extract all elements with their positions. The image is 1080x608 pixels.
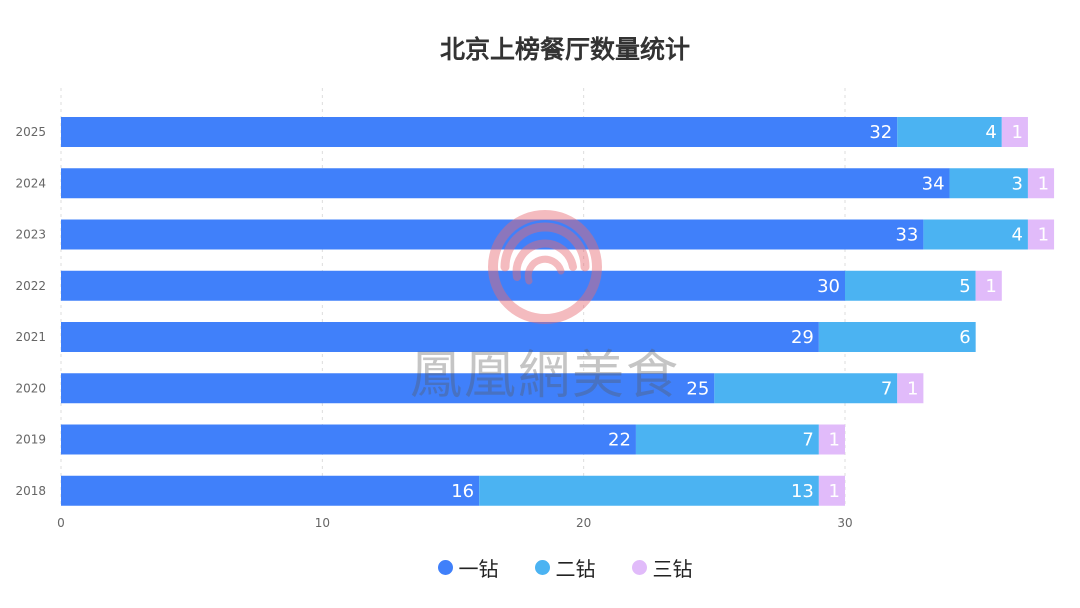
data-label: 1 bbox=[907, 378, 918, 399]
y-tick-label: 2018 bbox=[15, 484, 46, 498]
bar-segment bbox=[897, 117, 1002, 147]
data-label: 5 bbox=[959, 276, 970, 297]
x-tick-label: 30 bbox=[837, 516, 852, 530]
data-label: 16 bbox=[451, 481, 474, 502]
bar-segment bbox=[61, 475, 480, 506]
data-label: 22 bbox=[608, 430, 631, 451]
legend-swatch bbox=[631, 560, 647, 575]
x-tick-label: 20 bbox=[576, 516, 591, 530]
chart-title: 北京上榜餐厅数量统计 bbox=[439, 35, 690, 64]
bar-segment bbox=[897, 373, 924, 404]
bar-segment bbox=[61, 117, 898, 147]
y-tick-label: 2019 bbox=[15, 433, 46, 447]
bar-segment bbox=[949, 168, 1028, 199]
bar-segment bbox=[1027, 168, 1055, 199]
legend: 一钻 二钻 三钻 bbox=[0, 553, 1080, 582]
bar-segment bbox=[975, 270, 1002, 301]
bar-segment bbox=[61, 168, 950, 199]
data-label: 13 bbox=[791, 481, 814, 502]
data-label: 1 bbox=[1038, 225, 1049, 246]
legend-label: 一钻 bbox=[458, 557, 499, 581]
bar-segment bbox=[61, 322, 819, 352]
data-label: 29 bbox=[791, 327, 814, 348]
x-tick-label: 10 bbox=[315, 516, 330, 530]
bar-segment bbox=[1001, 117, 1028, 147]
axes: 0 10 20 30 2025 2024 2023 2022 2021 2020 2019 2018 bbox=[15, 125, 852, 530]
data-label: 1 bbox=[1011, 122, 1022, 143]
legend-swatch bbox=[534, 560, 550, 575]
bar-segment bbox=[845, 270, 976, 301]
legend-item: 二钻 bbox=[534, 553, 596, 582]
bars: 32 4 134 3 133 4 130 5 129 625 7 122 7 116 13 1 bbox=[61, 117, 1055, 506]
bar-segment bbox=[61, 219, 924, 250]
bar-segment bbox=[479, 475, 819, 506]
bar-segment bbox=[818, 424, 845, 455]
data-label: 1 bbox=[1038, 173, 1049, 194]
data-label: 1 bbox=[985, 276, 996, 297]
legend-item: 一钻 bbox=[437, 553, 499, 582]
data-label: 7 bbox=[881, 378, 892, 399]
data-label: 32 bbox=[869, 122, 892, 143]
legend-label: 三钻 bbox=[652, 557, 693, 581]
data-label: 3 bbox=[1011, 173, 1022, 194]
y-tick-label: 2021 bbox=[15, 330, 46, 344]
bar-segment bbox=[818, 322, 976, 352]
data-label: 30 bbox=[817, 276, 840, 297]
y-tick-label: 2023 bbox=[15, 228, 46, 242]
data-label: 7 bbox=[802, 430, 813, 451]
bar-segment bbox=[818, 475, 845, 506]
data-label: 1 bbox=[829, 481, 840, 502]
data-label: 1 bbox=[829, 430, 840, 451]
bar-segment bbox=[61, 424, 636, 455]
y-tick-label: 2024 bbox=[15, 176, 46, 190]
legend-swatch bbox=[437, 560, 453, 575]
bar-segment bbox=[635, 424, 819, 455]
bar-segment bbox=[61, 270, 845, 301]
bar-segment bbox=[61, 373, 715, 404]
bar-segment bbox=[923, 219, 1028, 250]
legend-item: 三钻 bbox=[631, 553, 693, 582]
y-tick-label: 2025 bbox=[15, 125, 46, 139]
bar-segment bbox=[714, 373, 898, 404]
data-label: 4 bbox=[985, 122, 996, 143]
data-label: 33 bbox=[895, 225, 918, 246]
legend-label: 二钻 bbox=[555, 557, 596, 581]
x-tick-label: 0 bbox=[57, 516, 65, 530]
data-label: 25 bbox=[686, 378, 709, 399]
y-tick-label: 2020 bbox=[15, 381, 46, 395]
y-tick-label: 2022 bbox=[15, 279, 46, 293]
data-label: 6 bbox=[959, 327, 970, 348]
data-label: 34 bbox=[922, 173, 945, 194]
data-label: 4 bbox=[1011, 225, 1022, 246]
bar-segment bbox=[1027, 219, 1055, 250]
